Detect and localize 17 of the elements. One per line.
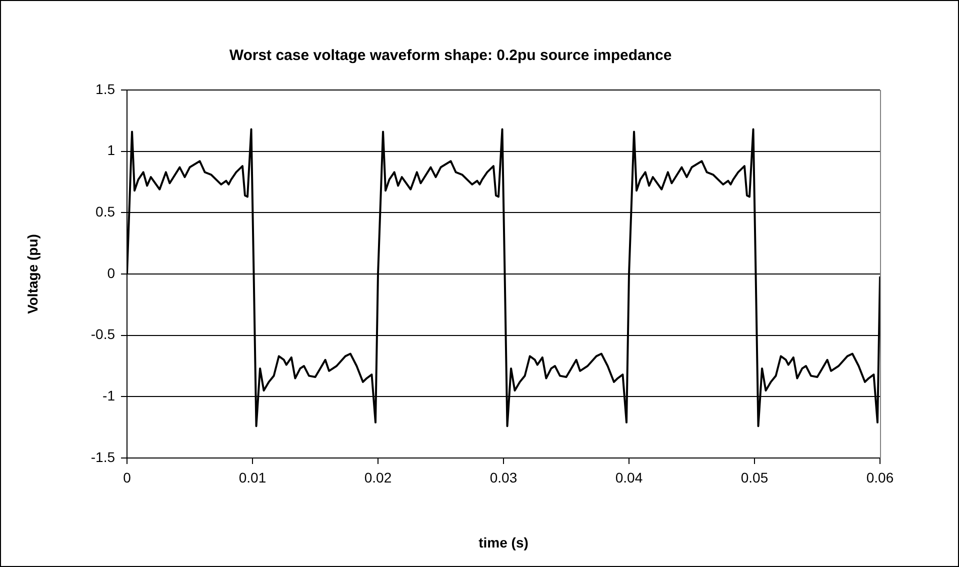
x-tick-label: 0.06 bbox=[866, 469, 894, 486]
x-tick-label: 0.05 bbox=[740, 469, 768, 486]
x-tick-label: 0.03 bbox=[490, 469, 518, 486]
chart-title: Worst case voltage waveform shape: 0.2pu source impedance bbox=[229, 47, 672, 64]
x-tick-label: 0.04 bbox=[615, 469, 643, 486]
x-tick-label: 0.02 bbox=[364, 469, 392, 486]
y-axis-title: Voltage (pu) bbox=[24, 234, 40, 314]
x-tick-label: 0.01 bbox=[238, 469, 266, 486]
y-tick-label: 0.5 bbox=[96, 204, 116, 220]
y-tick-label: -1.5 bbox=[90, 448, 116, 465]
x-tick-label: 0 bbox=[123, 469, 132, 486]
y-tick-label: -1 bbox=[102, 388, 116, 404]
y-tick-label: 0 bbox=[107, 264, 116, 281]
y-tick-label: -0.5 bbox=[90, 326, 116, 342]
x-axis-title: time (s) bbox=[478, 534, 528, 550]
y-tick-label: 1.5 bbox=[96, 80, 116, 97]
y-tick-label: 1 bbox=[107, 142, 116, 158]
